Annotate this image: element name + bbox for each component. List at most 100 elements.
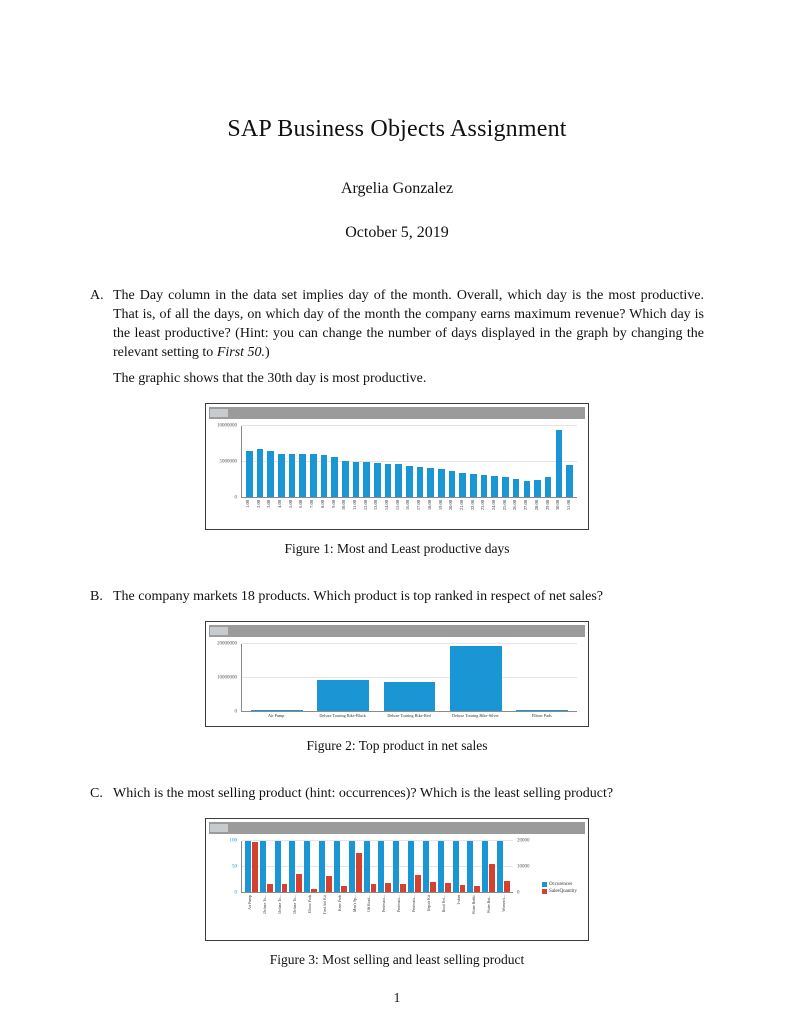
x-tick-label: Road Hel... <box>437 895 452 935</box>
x-tick-text: 2.00 <box>255 500 261 508</box>
chart-body: 20000000 10000000 0 Air Pump Deluxe Touring … <box>209 637 585 723</box>
bar-group <box>351 426 362 497</box>
x-tick-label: 23.00 <box>478 500 489 524</box>
x-tick-text: Repair Kit <box>427 895 432 911</box>
question-b: B. The company markets 18 products. Whic… <box>90 587 704 606</box>
bar-group <box>564 426 575 497</box>
y-axis-left: 10000000 5000000 0 <box>211 423 241 501</box>
chart-header <box>209 625 585 637</box>
x-tick-label: 22.00 <box>468 500 479 524</box>
x-tick-text: 20.00 <box>448 500 454 511</box>
x-tick-text: 6.00 <box>298 500 304 508</box>
bar-group <box>340 426 351 497</box>
bar <box>385 883 392 892</box>
bar-group <box>274 841 289 892</box>
bar-group <box>489 426 500 497</box>
question-a-text-close: ) <box>265 345 270 360</box>
bar <box>467 841 474 892</box>
bar-group <box>443 644 509 711</box>
bar <box>555 429 563 497</box>
bar-group <box>244 841 259 892</box>
bar-group <box>303 841 318 892</box>
x-tick-label: Repair Kit <box>422 895 437 935</box>
plot-wrap: Air Pump Deluxe Touring Bike-Black Deluxe … <box>241 643 577 721</box>
x-tick-text: 13.00 <box>373 500 379 511</box>
x-tick-label: 13.00 <box>371 500 382 524</box>
bar <box>340 885 347 892</box>
x-tick-label: 15.00 <box>393 500 404 524</box>
x-tick-label: Deluxe Touring Bike-Red <box>376 713 442 721</box>
legend-swatch <box>541 882 547 887</box>
bar-group <box>415 426 426 497</box>
bar <box>370 884 377 892</box>
x-tick-text: Elbow Pads <box>307 895 312 914</box>
bar-group <box>329 426 340 497</box>
x-tick-label: 11.00 <box>350 500 361 524</box>
question-a: A. The Day column in the data set implie… <box>90 286 704 388</box>
x-tick-text: T-shirt <box>456 895 461 905</box>
bar-group <box>447 426 458 497</box>
x-tick-text: Knee Pads <box>337 895 342 912</box>
figure-1: 10000000 5000000 0 1.00 2.00 3.00 4.00 5.00 6.00… <box>205 403 589 557</box>
bar-group <box>481 841 496 892</box>
x-tick-label: Deluxe Touring Bike-Black <box>309 713 375 721</box>
chart-body: 100 50 0 Air Pump Deluxe To... Deluxe To... De… <box>209 834 585 937</box>
x-tick-label: 7.00 <box>307 500 318 524</box>
y-tick-label: 0 <box>234 709 238 715</box>
x-tick-text: Road Hel... <box>441 895 446 913</box>
bar <box>246 450 253 497</box>
x-tick-label: 26.00 <box>511 500 522 524</box>
question-c: C. Which is the most selling product (hi… <box>90 784 704 803</box>
x-tick-text: Deluxe Touring Bike-Black <box>319 713 366 718</box>
bar-group <box>244 426 255 497</box>
x-tick-label: Deluxe To... <box>258 895 273 935</box>
x-tick-label: 5.00 <box>286 500 297 524</box>
figure-2-caption: Figure 2: Top product in net sales <box>306 738 488 753</box>
x-tick-text: Deluxe To... <box>263 895 268 914</box>
bar <box>437 841 444 892</box>
x-tick-label: Professio... <box>392 895 407 935</box>
x-tick-label: Air Pump <box>243 895 258 935</box>
figure-3-caption: Figure 3: Most selling and least selling… <box>269 952 525 967</box>
x-tick-text: 1.00 <box>244 500 250 508</box>
x-tick-text: Deluxe Touring Bike-Red <box>387 713 431 718</box>
legend-swatch <box>541 889 547 894</box>
bar <box>355 853 362 892</box>
bar-group <box>363 841 378 892</box>
bar <box>274 841 281 892</box>
page-number: 1 <box>393 990 401 1005</box>
bar <box>251 710 303 711</box>
y-tick-label: 10000000 <box>217 423 237 429</box>
chart-header <box>209 822 585 834</box>
bar <box>474 886 481 892</box>
question-b-label: B. <box>90 589 103 604</box>
x-tick-text: 5.00 <box>287 500 293 508</box>
x-tick-text: 12.00 <box>362 500 368 511</box>
legend-label: Occurences <box>548 882 573 887</box>
plot-area <box>241 425 577 498</box>
bar-group <box>404 426 415 497</box>
bar <box>408 841 415 892</box>
x-tick-text: Deluxe To... <box>278 895 283 914</box>
chart-title-chip <box>210 824 228 832</box>
x-tick-label: 31.00 <box>564 500 575 524</box>
figure-1-caption: Figure 1: Most and Least productive days <box>284 541 510 556</box>
x-tick-label: Off Road... <box>362 895 377 935</box>
bar-group <box>457 426 468 497</box>
bar <box>448 470 456 497</box>
x-tick-label: 1.00 <box>243 500 254 524</box>
bar <box>342 460 349 497</box>
bar-group <box>348 841 363 892</box>
x-tick-label: 6.00 <box>297 500 308 524</box>
figure-2-chart: 20000000 10000000 0 Air Pump Deluxe Touring … <box>205 621 589 727</box>
plot-area <box>241 643 577 712</box>
bars <box>242 841 513 892</box>
legend-item: SalesQuantity <box>541 889 577 894</box>
gridline <box>242 460 577 462</box>
y-tick-label: 10000 <box>516 864 530 870</box>
x-tick-label: Elbow Pads <box>509 713 575 721</box>
x-tick-text: Elbow Pads <box>531 713 552 718</box>
legend: Occurences SalesQuantity <box>541 880 577 896</box>
bar <box>244 841 251 892</box>
y-tick-label: 20000000 <box>217 641 237 647</box>
